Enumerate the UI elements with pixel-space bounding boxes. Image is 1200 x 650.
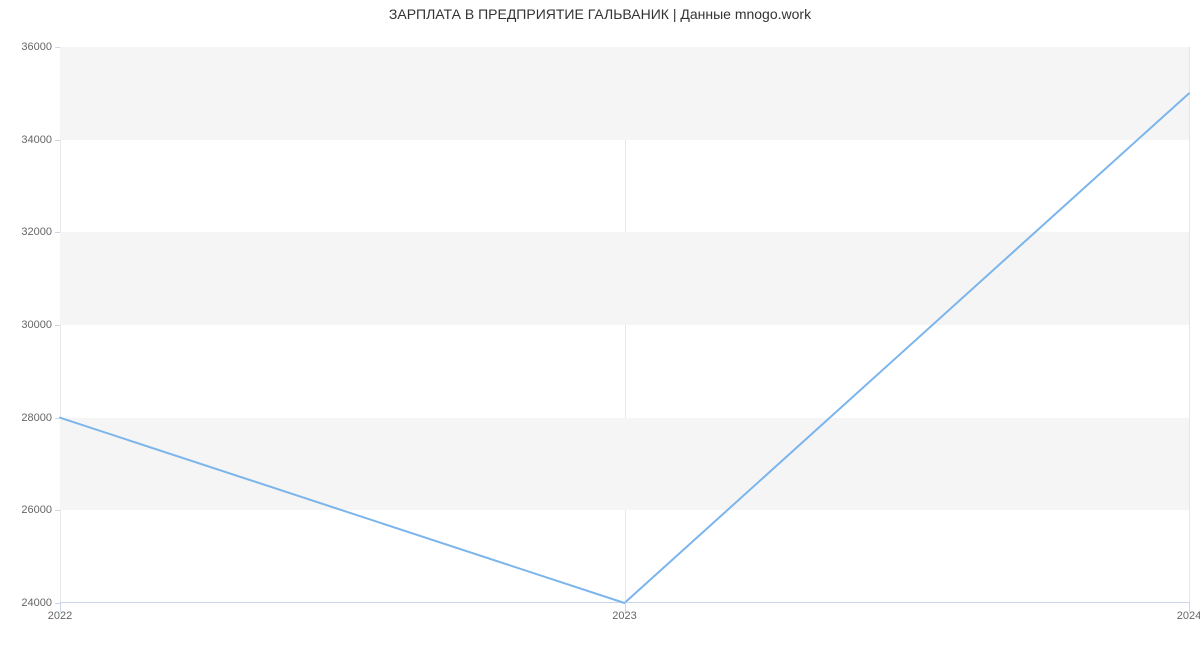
y-tick-mark — [55, 47, 60, 48]
y-tick-mark — [55, 232, 60, 233]
plot-area: 2400026000280003000032000340003600020222… — [60, 47, 1189, 603]
x-gridline — [1189, 47, 1190, 602]
x-axis-label: 2024 — [1177, 602, 1200, 622]
x-axis-label: 2022 — [48, 602, 72, 622]
y-tick-mark — [55, 510, 60, 511]
line-series — [60, 47, 1189, 603]
salary-line-chart: ЗАРПЛАТА В ПРЕДПРИЯТИЕ ГАЛЬВАНИК | Данны… — [0, 0, 1200, 650]
y-tick-mark — [55, 418, 60, 419]
y-tick-mark — [55, 140, 60, 141]
chart-title: ЗАРПЛАТА В ПРЕДПРИЯТИЕ ГАЛЬВАНИК | Данны… — [0, 6, 1200, 22]
y-tick-mark — [55, 325, 60, 326]
x-axis-label: 2023 — [612, 602, 636, 622]
